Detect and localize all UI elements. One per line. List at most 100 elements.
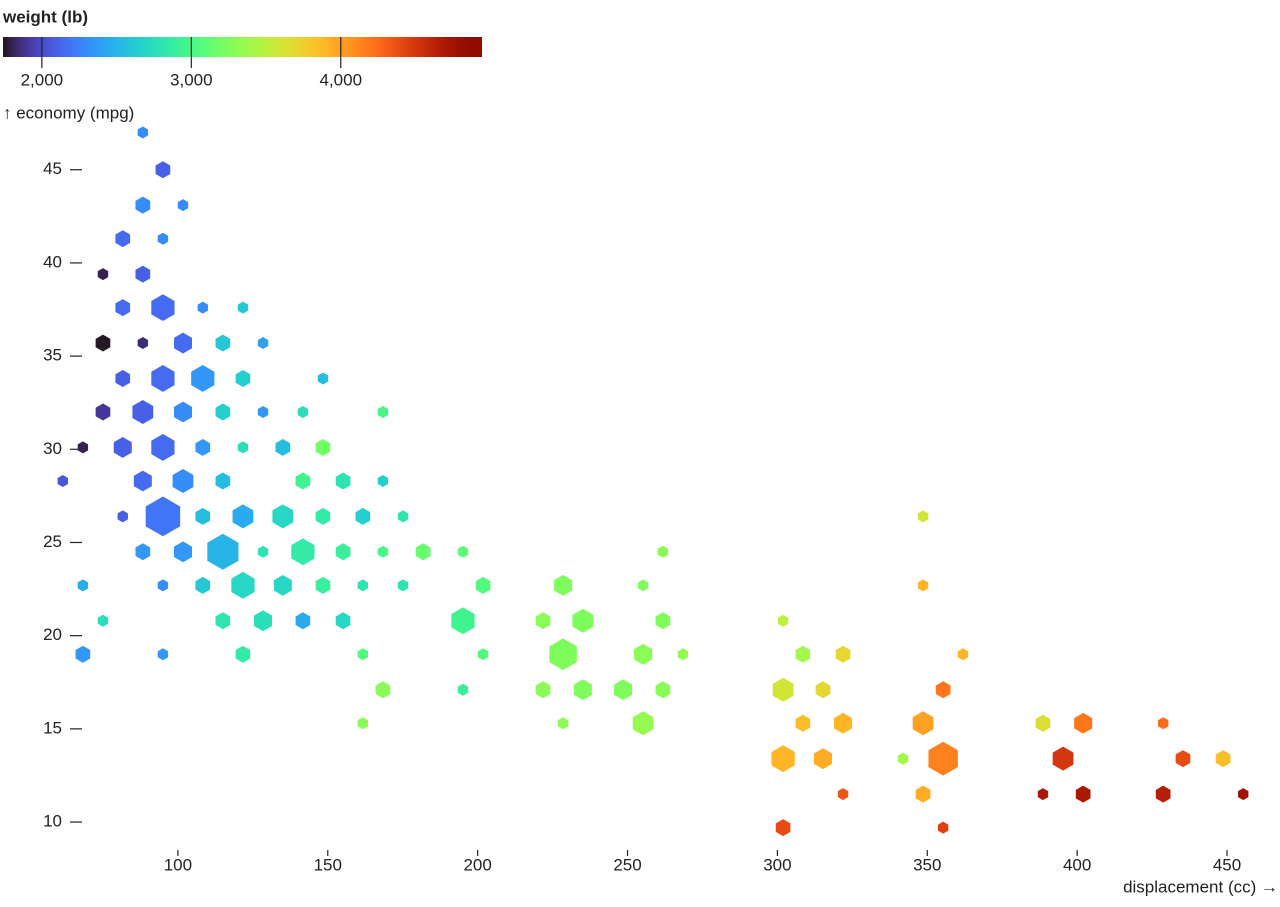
y-tick-label: 25 (43, 532, 62, 551)
hexagon (295, 472, 311, 490)
hexagon (837, 788, 849, 801)
hexagon (237, 301, 249, 314)
hexagon (315, 507, 331, 525)
hexagon (275, 438, 291, 456)
hexagon (557, 717, 569, 730)
x-axis-label: displacement (cc) → (1123, 877, 1278, 896)
color-ramp (3, 37, 482, 57)
y-tick-label: 10 (43, 812, 62, 831)
hexagon (1074, 712, 1093, 734)
legend-tick-label: 4,000 (319, 70, 362, 89)
x-tick-label: 300 (763, 855, 791, 874)
x-tick-label: 250 (613, 855, 641, 874)
hexagon (634, 643, 653, 665)
hexagon (795, 645, 811, 663)
hexagon (117, 510, 128, 523)
hexagon (215, 472, 231, 490)
hexagon (835, 645, 851, 663)
hexagon (95, 334, 111, 352)
y-tick-label: 20 (43, 625, 62, 644)
hexagon (115, 299, 131, 317)
hexagon (57, 474, 68, 487)
hexagon (377, 474, 389, 487)
hexagon (777, 614, 789, 627)
hexagon (457, 683, 469, 696)
hexagon (151, 434, 175, 461)
x-tick-label: 350 (913, 855, 941, 874)
hexagon (795, 714, 811, 732)
hexagon (632, 711, 654, 736)
y-tick-label: 45 (43, 159, 62, 178)
hexagon (133, 470, 152, 492)
hexagon (215, 403, 231, 421)
hexagon (254, 610, 273, 632)
hexagon (95, 403, 111, 421)
hexagon (145, 496, 181, 537)
hexagon (377, 406, 389, 419)
hexagon (174, 401, 192, 423)
hexagon (397, 510, 409, 523)
y-axis-label: ↑ economy (mpg) (3, 103, 134, 122)
legend-title: weight (lb) (2, 7, 88, 26)
hexagon (151, 365, 175, 392)
hexagon (235, 645, 251, 663)
hexagon (1052, 746, 1074, 771)
hexagon (172, 468, 194, 493)
hexagon (257, 406, 269, 419)
hexagon (573, 679, 592, 701)
hexagon (1215, 750, 1231, 768)
hexagon (157, 232, 169, 245)
hexagon (157, 579, 169, 592)
hexagon (113, 437, 132, 458)
hexagon (657, 545, 669, 558)
hexagon (1155, 785, 1171, 803)
x-tick-label: 400 (1063, 855, 1091, 874)
hexagon (917, 579, 929, 592)
hexagon (291, 538, 315, 566)
hexagon (1175, 750, 1191, 768)
hexagon (475, 576, 491, 594)
y-tick-label: 35 (43, 346, 62, 365)
hexagon (195, 507, 211, 525)
hexagon (335, 543, 351, 561)
hexagon (357, 717, 369, 730)
hexagon (137, 337, 149, 350)
legend-tick-label: 2,000 (21, 70, 64, 89)
hexagon (235, 369, 251, 387)
hexagon (912, 711, 934, 736)
hexagon (177, 199, 189, 212)
hexagon (957, 648, 969, 661)
hexagon (335, 612, 351, 630)
hexagon (97, 268, 109, 281)
hexagon (197, 301, 208, 314)
hexagon (457, 545, 469, 558)
hexagon (195, 576, 211, 594)
hexagon (937, 821, 949, 834)
hexagon (397, 579, 409, 592)
x-tick-label: 100 (164, 855, 192, 874)
hexagon (151, 294, 175, 322)
hexagon (614, 679, 633, 701)
hexagon (237, 441, 249, 454)
hexagon (115, 369, 131, 387)
hexagon (549, 638, 577, 671)
hexagon (1075, 785, 1091, 803)
x-tick-label: 450 (1213, 855, 1241, 874)
hexagon (357, 648, 369, 661)
hexagon (97, 614, 109, 627)
hexagon (232, 504, 254, 529)
x-tick-label: 150 (314, 855, 342, 874)
hexagon (655, 681, 671, 699)
hexagon (174, 332, 192, 354)
legend-tick-label: 3,000 (170, 70, 213, 89)
hexagon (155, 161, 171, 179)
hexagon (195, 438, 211, 456)
hexagon (191, 365, 215, 392)
hexagon (1035, 714, 1051, 732)
hexagon (917, 510, 929, 523)
hexagon (297, 406, 309, 419)
hexagon (377, 545, 389, 558)
hexagon (115, 230, 131, 248)
y-tick-label: 15 (43, 718, 62, 737)
